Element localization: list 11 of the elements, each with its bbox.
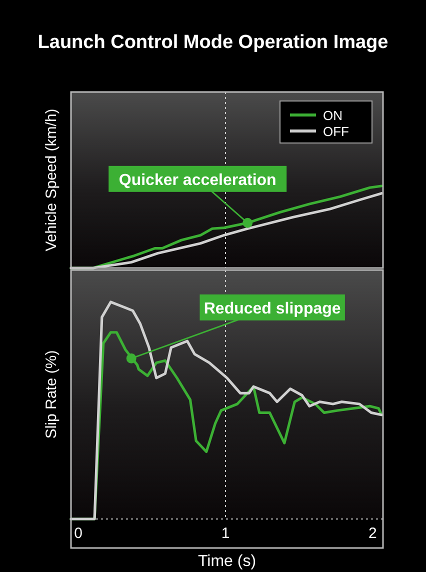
x-axis-title: Time (s) — [198, 553, 256, 570]
x-tick-label: 0 — [74, 525, 83, 542]
y-axis-title: Slip Rate (%) — [43, 350, 60, 439]
legend-label: OFF — [323, 124, 350, 139]
legend-label: ON — [323, 108, 342, 123]
annotation: Quicker acceleration — [118, 172, 276, 189]
x-tick-label: 2 — [368, 525, 377, 542]
annotation: Reduced slippage — [204, 300, 341, 318]
y-axis-title: Vehicle Speed (km/h) — [43, 108, 60, 252]
x-tick-label: 1 — [221, 525, 230, 542]
chart-title: Launch Control Mode Operation Image — [38, 32, 388, 53]
